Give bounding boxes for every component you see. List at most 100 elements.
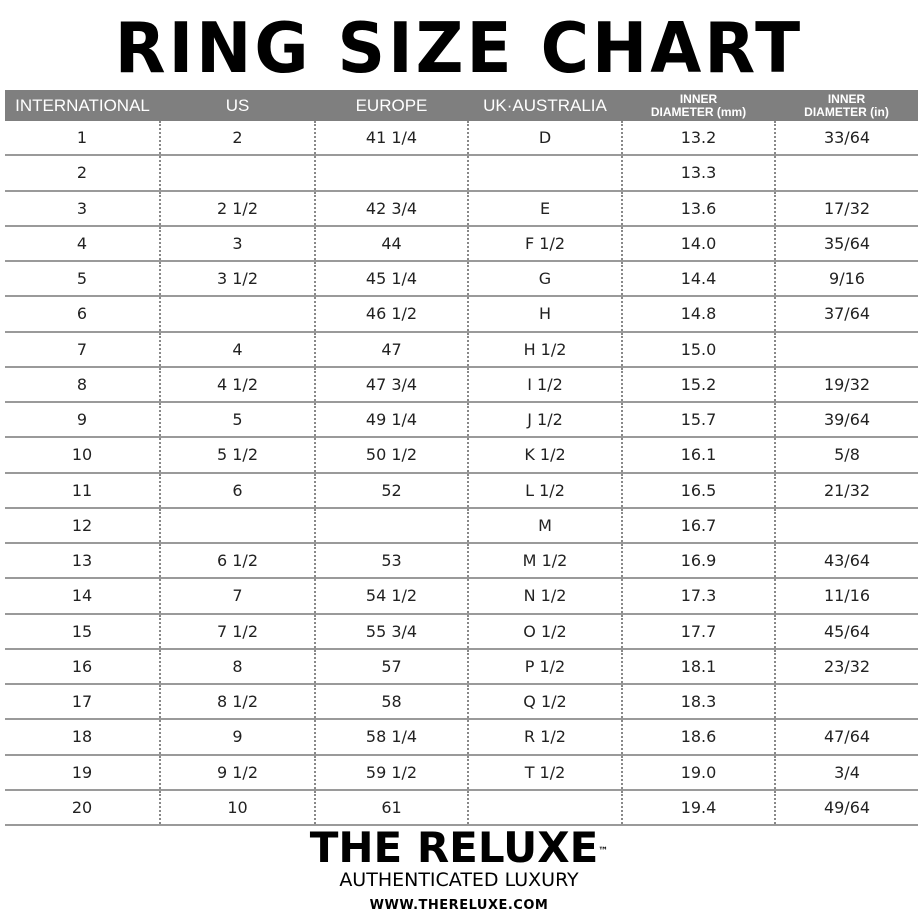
cell-international: 18 (5, 719, 160, 756)
cell-uk-australia: K 1/2 (467, 437, 622, 474)
header-row: INTERNATIONAL US EUROPE UK·AUSTRALIA INN… (5, 90, 918, 121)
cell-europe: 47 (314, 331, 468, 368)
cell-international: 1 (5, 121, 160, 157)
cell-diameter-in: 3/4 (774, 754, 918, 791)
page-title: RING SIZE CHART (114, 8, 804, 89)
cell-diameter-mm: 16.7 (621, 507, 775, 545)
cell-europe: 47 3/4 (314, 366, 468, 404)
table-row: 2 13.3 (5, 155, 918, 192)
cell-uk-australia: N 1/2 (467, 578, 622, 615)
cell-diameter-mm: 18.6 (621, 719, 775, 756)
header-line: INNER (679, 91, 718, 106)
cell-international: 6 (5, 296, 160, 333)
cell-international: 11 (5, 472, 160, 509)
cell-international: 5 (5, 261, 160, 298)
cell-diameter-mm: 13.2 (621, 121, 775, 157)
brand-name: THE RELUXE™ (0, 826, 918, 870)
cell-diameter-mm: 18.3 (621, 684, 775, 721)
cell-europe: 41 1/4 (314, 121, 468, 157)
cell-international: 10 (5, 437, 160, 474)
cell-international: 3 (5, 190, 160, 227)
table-row: 12 M 16.7 (5, 507, 918, 545)
ring-size-table: INTERNATIONAL US EUROPE UK·AUSTRALIA INN… (5, 90, 918, 827)
cell-diameter-mm: 15.7 (621, 402, 775, 439)
brand-text: THE RELUXE (309, 823, 599, 872)
cell-international: 16 (5, 648, 160, 686)
cell-diameter-in: 19/32 (774, 366, 918, 404)
cell-us: 3 1/2 (159, 261, 315, 298)
cell-us: 7 (159, 578, 315, 615)
cell-diameter-mm: 16.5 (621, 472, 775, 509)
cell-diameter-in: 11/16 (774, 578, 918, 615)
cell-us: 2 1/2 (159, 190, 315, 227)
cell-international: 7 (5, 331, 160, 368)
header-europe: EUROPE (315, 90, 468, 121)
cell-us: 10 (159, 789, 315, 827)
cell-europe: 53 (314, 543, 468, 580)
cell-international: 13 (5, 543, 160, 580)
cell-diameter-in: 23/32 (774, 648, 918, 686)
header-international: INTERNATIONAL (5, 90, 160, 121)
table-row: 20 10 61 19.4 49/64 (5, 789, 918, 827)
cell-diameter-mm: 17.3 (621, 578, 775, 615)
cell-uk-australia: Q 1/2 (467, 684, 622, 721)
cell-uk-australia: D (467, 121, 622, 157)
table-row: 1 2 41 1/4 D 13.2 33/64 (5, 121, 918, 157)
cell-international: 14 (5, 578, 160, 615)
table-row: 6 46 1/2 H 14.8 37/64 (5, 296, 918, 333)
cell-diameter-mm: 15.0 (621, 331, 775, 368)
cell-diameter-in: 9/16 (774, 261, 918, 298)
table-row: 4 3 44 F 1/2 14.0 35/64 (5, 225, 918, 263)
cell-uk-australia: F 1/2 (467, 225, 622, 263)
cell-diameter-mm: 15.2 (621, 366, 775, 404)
cell-international: 4 (5, 225, 160, 263)
header-diameter-mm: INNER DIAMETER (mm) (622, 90, 775, 121)
cell-europe: 46 1/2 (314, 296, 468, 333)
brand-logo: THE RELUXE™ AUTHENTICATED LUXURY WWW.THE… (0, 826, 918, 914)
website-url[interactable]: WWW.THERELUXE.COM (369, 898, 549, 913)
cell-us: 6 (159, 472, 315, 509)
table-row: 19 9 1/2 59 1/2 T 1/2 19.0 3/4 (5, 754, 918, 791)
cell-uk-australia: I 1/2 (467, 366, 622, 404)
cell-diameter-in (774, 155, 918, 192)
cell-europe: 52 (314, 472, 468, 509)
cell-europe: 49 1/4 (314, 402, 468, 439)
table-row: 11 6 52 L 1/2 16.5 21/32 (5, 472, 918, 509)
cell-europe: 54 1/2 (314, 578, 468, 615)
cell-us: 6 1/2 (159, 543, 315, 580)
cell-uk-australia: O 1/2 (467, 613, 622, 650)
cell-diameter-mm: 18.1 (621, 648, 775, 686)
cell-uk-australia: H (467, 296, 622, 333)
cell-diameter-in: 17/32 (774, 190, 918, 227)
cell-us: 9 (159, 719, 315, 756)
cell-uk-australia: E (467, 190, 622, 227)
cell-us: 2 (159, 121, 315, 157)
table-row: 14 7 54 1/2 N 1/2 17.3 11/16 (5, 578, 918, 615)
cell-diameter-mm: 16.9 (621, 543, 775, 580)
cell-uk-australia: L 1/2 (467, 472, 622, 509)
cell-europe: 57 (314, 648, 468, 686)
cell-diameter-in: 43/64 (774, 543, 918, 580)
cell-international: 2 (5, 155, 160, 192)
table-row: 10 5 1/2 50 1/2 K 1/2 16.1 5/8 (5, 437, 918, 474)
cell-diameter-in: 49/64 (774, 789, 918, 827)
cell-us: 9 1/2 (159, 754, 315, 791)
cell-diameter-in (774, 331, 918, 368)
cell-diameter-in: 33/64 (774, 121, 918, 157)
header-line: DIAMETER (mm) (650, 104, 747, 119)
cell-diameter-mm: 13.3 (621, 155, 775, 192)
cell-europe: 42 3/4 (314, 190, 468, 227)
cell-diameter-in: 39/64 (774, 402, 918, 439)
cell-international: 9 (5, 402, 160, 439)
cell-europe: 58 (314, 684, 468, 721)
cell-europe: 55 3/4 (314, 613, 468, 650)
cell-diameter-mm: 19.0 (621, 754, 775, 791)
table-row: 17 8 1/2 58 Q 1/2 18.3 (5, 684, 918, 721)
header-line: INNER (827, 91, 866, 106)
cell-uk-australia: M (467, 507, 622, 545)
cell-uk-australia (467, 155, 622, 192)
cell-us: 8 (159, 648, 315, 686)
